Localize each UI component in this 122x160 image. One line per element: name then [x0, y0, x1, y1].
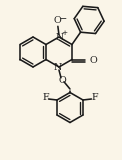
Text: +: + [61, 29, 67, 36]
Text: O: O [89, 56, 97, 65]
Text: N: N [54, 63, 62, 72]
Text: N: N [55, 32, 64, 41]
Text: O: O [54, 16, 62, 25]
Text: O: O [58, 76, 66, 85]
Text: F: F [91, 93, 98, 103]
Text: −: − [59, 13, 66, 22]
Text: F: F [42, 93, 49, 103]
